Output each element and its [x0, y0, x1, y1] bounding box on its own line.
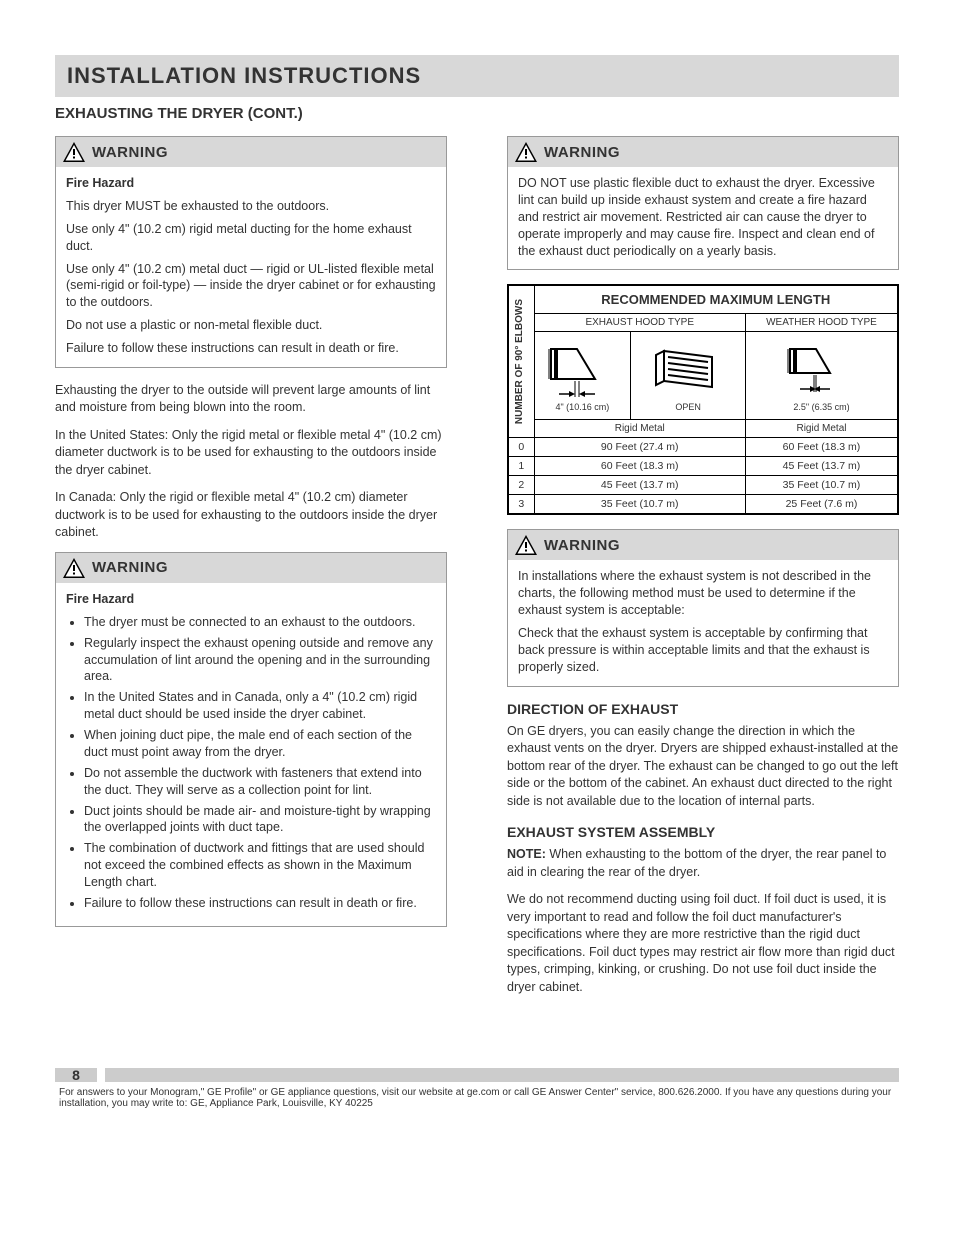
warning-line: Check that the exhaust system is accepta…	[518, 625, 888, 676]
warning-box-plastic-duct: WARNING DO NOT use plastic flexible duct…	[507, 136, 899, 270]
warning-icon	[62, 557, 86, 579]
table-cell: 60 Feet (18.3 m)	[534, 457, 745, 476]
hood-cell: OPEN	[631, 332, 746, 420]
table-cell: 60 Feet (18.3 m)	[745, 438, 898, 457]
hood-cell: 4" (10.16 cm)	[534, 332, 631, 420]
table-cell: 1	[508, 457, 534, 476]
note-paragraph: NOTE: When exhausting to the bottom of t…	[507, 846, 899, 881]
warning-title: WARNING	[544, 144, 620, 161]
warning-line: This dryer MUST be exhausted to the outd…	[66, 198, 436, 215]
table-cell: 35 Feet (10.7 m)	[745, 476, 898, 495]
louvered-hood-icon	[646, 339, 730, 399]
warning-item: Duct joints should be made air- and mois…	[84, 803, 436, 837]
footer-bar-icon	[105, 1068, 899, 1082]
table-cell: 25 Feet (7.6 m)	[745, 495, 898, 515]
warning-item: Do not assemble the ductwork with fasten…	[84, 765, 436, 799]
warning-title: WARNING	[544, 537, 620, 554]
warning-icon	[514, 141, 538, 163]
section-heading: EXHAUST SYSTEM ASSEMBLY	[507, 824, 899, 840]
body-paragraph: On GE dryers, you can easily change the …	[507, 723, 899, 811]
body-paragraph: We do not recommend ducting using foil d…	[507, 891, 899, 996]
max-length-table: NUMBER OF 90° ELBOWS RECOMMENDED MAXIMUM…	[507, 284, 899, 515]
table-cell: 35 Feet (10.7 m)	[534, 495, 745, 515]
table-vertical-label: NUMBER OF 90° ELBOWS	[514, 299, 525, 424]
table-cell: 2	[508, 476, 534, 495]
table-cell: 90 Feet (27.4 m)	[534, 438, 745, 457]
page-header-band: INSTALLATION INSTRUCTIONS	[55, 55, 899, 97]
table-unit: Rigid Metal	[534, 420, 745, 438]
table-cell: 45 Feet (13.7 m)	[534, 476, 745, 495]
warning-item: When joining duct pipe, the male end of …	[84, 727, 436, 761]
page-footer: 8 For answers to your Monogram," GE Prof…	[55, 1067, 899, 1109]
note-label: NOTE:	[507, 847, 546, 861]
section-heading: DIRECTION OF EXHAUST	[507, 701, 899, 717]
warning-line: Failure to follow these instructions can…	[66, 340, 436, 357]
warning-item: The combination of ductwork and fittings…	[84, 840, 436, 891]
small-hood-icon	[786, 339, 856, 399]
warning-title: WARNING	[92, 144, 168, 161]
left-column: WARNING Fire Hazard This dryer MUST be e…	[55, 136, 447, 1006]
hood-cell: 2.5" (6.35 cm)	[745, 332, 898, 420]
table-title: RECOMMENDED MAXIMUM LENGTH	[534, 285, 898, 314]
warning-line: Do not use a plastic or non-metal flexib…	[66, 317, 436, 334]
note-text: When exhausting to the bottom of the dry…	[507, 847, 886, 879]
hood-caption: 2.5" (6.35 cm)	[748, 402, 895, 412]
warning-item: In the United States and in Canada, only…	[84, 689, 436, 723]
warning-line: Use only 4" (10.2 cm) rigid metal ductin…	[66, 221, 436, 255]
warning-box-fire-hazard-2: WARNING Fire Hazard The dryer must be co…	[55, 552, 447, 927]
body-paragraph: In Canada: Only the rigid or flexible me…	[55, 489, 447, 542]
warning-line: In installations where the exhaust syste…	[518, 568, 888, 619]
warning-line: DO NOT use plastic flexible duct to exha…	[518, 175, 888, 259]
page-title: INSTALLATION INSTRUCTIONS	[67, 63, 421, 89]
warning-icon	[514, 534, 538, 556]
hood-caption: OPEN	[633, 402, 743, 412]
table-cell: 0	[508, 438, 534, 457]
warning-lead: Fire Hazard	[66, 175, 436, 192]
hood-caption: 4" (10.16 cm)	[537, 402, 629, 412]
warning-icon	[62, 141, 86, 163]
warning-box-fire-hazard-1: WARNING Fire Hazard This dryer MUST be e…	[55, 136, 447, 368]
footer-text: For answers to your Monogram," GE Profil…	[59, 1087, 895, 1109]
warning-lead: Fire Hazard	[66, 591, 436, 608]
body-paragraph: Exhausting the dryer to the outside will…	[55, 382, 447, 417]
page-number: 8	[55, 1067, 97, 1083]
warning-title: WARNING	[92, 559, 168, 576]
table-unit: Rigid Metal	[745, 420, 898, 438]
hood-illustration-icon	[547, 339, 617, 399]
right-column: WARNING DO NOT use plastic flexible duct…	[507, 136, 899, 1006]
warning-box-exhaust-system: WARNING In installations where the exhau…	[507, 529, 899, 686]
page-subtitle: EXHAUSTING THE DRYER (CONT.)	[55, 105, 899, 122]
warning-item: The dryer must be connected to an exhaus…	[84, 614, 436, 631]
warning-line: Use only 4" (10.2 cm) metal duct — rigid…	[66, 261, 436, 312]
warning-item: Failure to follow these instructions can…	[84, 895, 436, 912]
table-subhead: EXHAUST HOOD TYPE	[534, 314, 745, 332]
warning-item: Regularly inspect the exhaust opening ou…	[84, 635, 436, 686]
table-cell: 45 Feet (13.7 m)	[745, 457, 898, 476]
table-subhead: WEATHER HOOD TYPE	[745, 314, 898, 332]
body-paragraph: In the United States: Only the rigid met…	[55, 427, 447, 480]
table-cell: 3	[508, 495, 534, 515]
